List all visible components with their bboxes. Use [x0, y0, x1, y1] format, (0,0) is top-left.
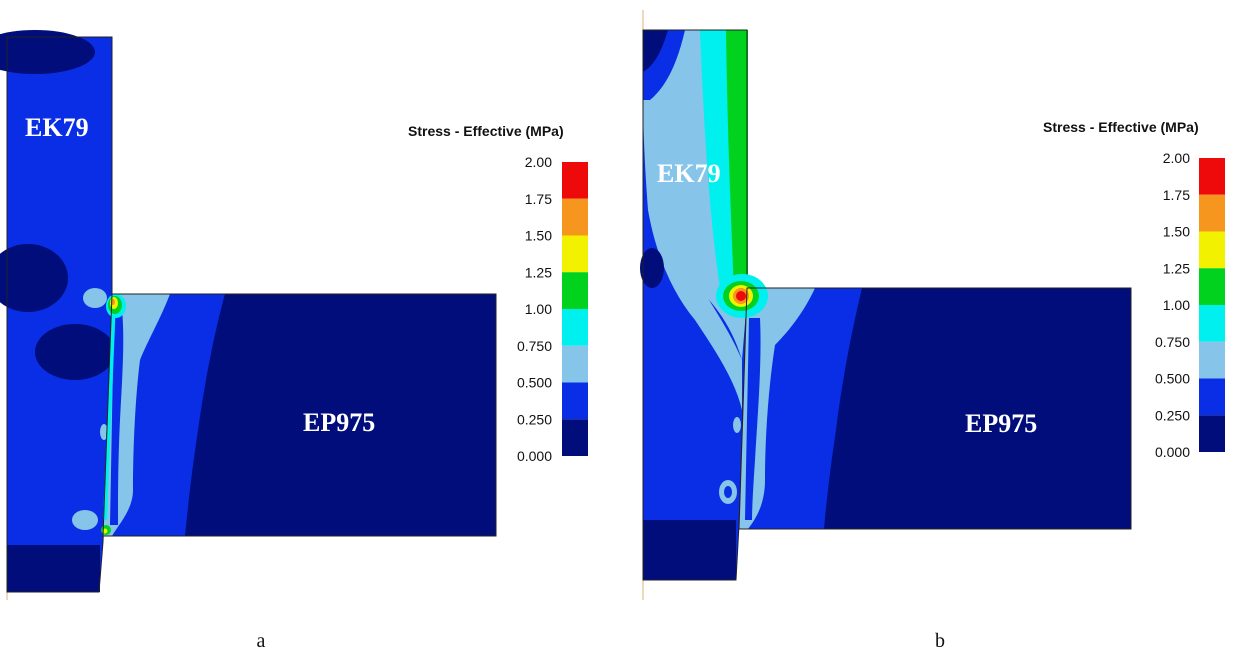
- legend-tick-label: 0.250: [1155, 407, 1190, 423]
- legend-swatch: [1199, 268, 1225, 305]
- panel-a-legend: Stress - Effective (MPa) 2.00 1.75 1.50 1.2…: [408, 123, 588, 464]
- panel-b-ep975-label: EP975: [965, 409, 1037, 438]
- legend-tick-label: 1.50: [525, 228, 552, 244]
- panel-a-ep975-part: [101, 293, 497, 537]
- panel-a: EK79 EP975 Stress - Effective (MPa) 2.00…: [0, 30, 588, 652]
- legend-tick-label: 0.000: [517, 448, 552, 464]
- legend-tick-label: 1.75: [1163, 187, 1190, 203]
- legend-swatch: [1199, 341, 1225, 379]
- legend-swatch: [562, 419, 588, 456]
- panel-b-caption: b: [935, 630, 945, 652]
- legend-tick-label: 0.000: [1155, 444, 1190, 460]
- legend-tick-label: 1.00: [1163, 297, 1190, 313]
- panel-b-legend-colorbar: [1199, 158, 1225, 452]
- panel-b: EK79 EP975 Stress - Effective (MPa) 2.00…: [640, 10, 1225, 652]
- legend-swatch: [562, 382, 588, 420]
- panel-b-legend: Stress - Effective (MPa) 2.00 1.75 1.50 1.2…: [1043, 119, 1225, 460]
- legend-tick-label: 1.25: [525, 264, 552, 280]
- legend-swatch: [562, 309, 588, 346]
- legend-tick-label: 1.00: [525, 301, 552, 317]
- legend-tick-label: 0.750: [517, 338, 552, 354]
- panel-a-ep975-label: EP975: [303, 408, 375, 437]
- legend-tick-label: 1.25: [1163, 260, 1190, 276]
- legend-swatch: [562, 272, 588, 309]
- panel-a-ek79-part: [0, 30, 115, 593]
- panel-a-legend-title: Stress - Effective (MPa): [408, 123, 564, 139]
- panel-a-legend-colorbar: [562, 162, 588, 456]
- panel-a-caption: a: [257, 630, 266, 652]
- legend-tick-label: 0.500: [1155, 371, 1190, 387]
- legend-tick-label: 1.50: [1163, 224, 1190, 240]
- legend-swatch: [1199, 231, 1225, 269]
- panel-b-ek79-part: [640, 29, 748, 581]
- legend-swatch: [1199, 158, 1225, 195]
- legend-swatch: [562, 162, 588, 199]
- panel-b-legend-title: Stress - Effective (MPa): [1043, 119, 1199, 135]
- legend-tick-label: 0.500: [517, 375, 552, 391]
- legend-swatch: [1199, 305, 1225, 342]
- panel-b-ek79-label: EK79: [657, 159, 721, 188]
- legend-swatch: [1199, 194, 1225, 232]
- legend-tick-label: 0.750: [1155, 334, 1190, 350]
- legend-swatch: [562, 235, 588, 273]
- panel-b-legend-ticks: 2.00 1.75 1.50 1.25 1.00 0.750 0.500 0.250 0.000: [1155, 150, 1190, 460]
- legend-tick-label: 2.00: [525, 154, 552, 170]
- legend-tick-label: 1.75: [525, 191, 552, 207]
- legend-swatch: [562, 198, 588, 236]
- legend-swatch: [1199, 415, 1225, 452]
- panel-b-ep975-part: [716, 274, 1132, 530]
- legend-tick-label: 2.00: [1163, 150, 1190, 166]
- legend-swatch: [562, 345, 588, 383]
- legend-tick-label: 0.250: [517, 411, 552, 427]
- legend-swatch: [1199, 378, 1225, 416]
- panel-a-legend-ticks: 2.00 1.75 1.50 1.25 1.00 0.750 0.500 0.250 0.000: [517, 154, 552, 464]
- panel-a-ek79-label: EK79: [25, 113, 89, 142]
